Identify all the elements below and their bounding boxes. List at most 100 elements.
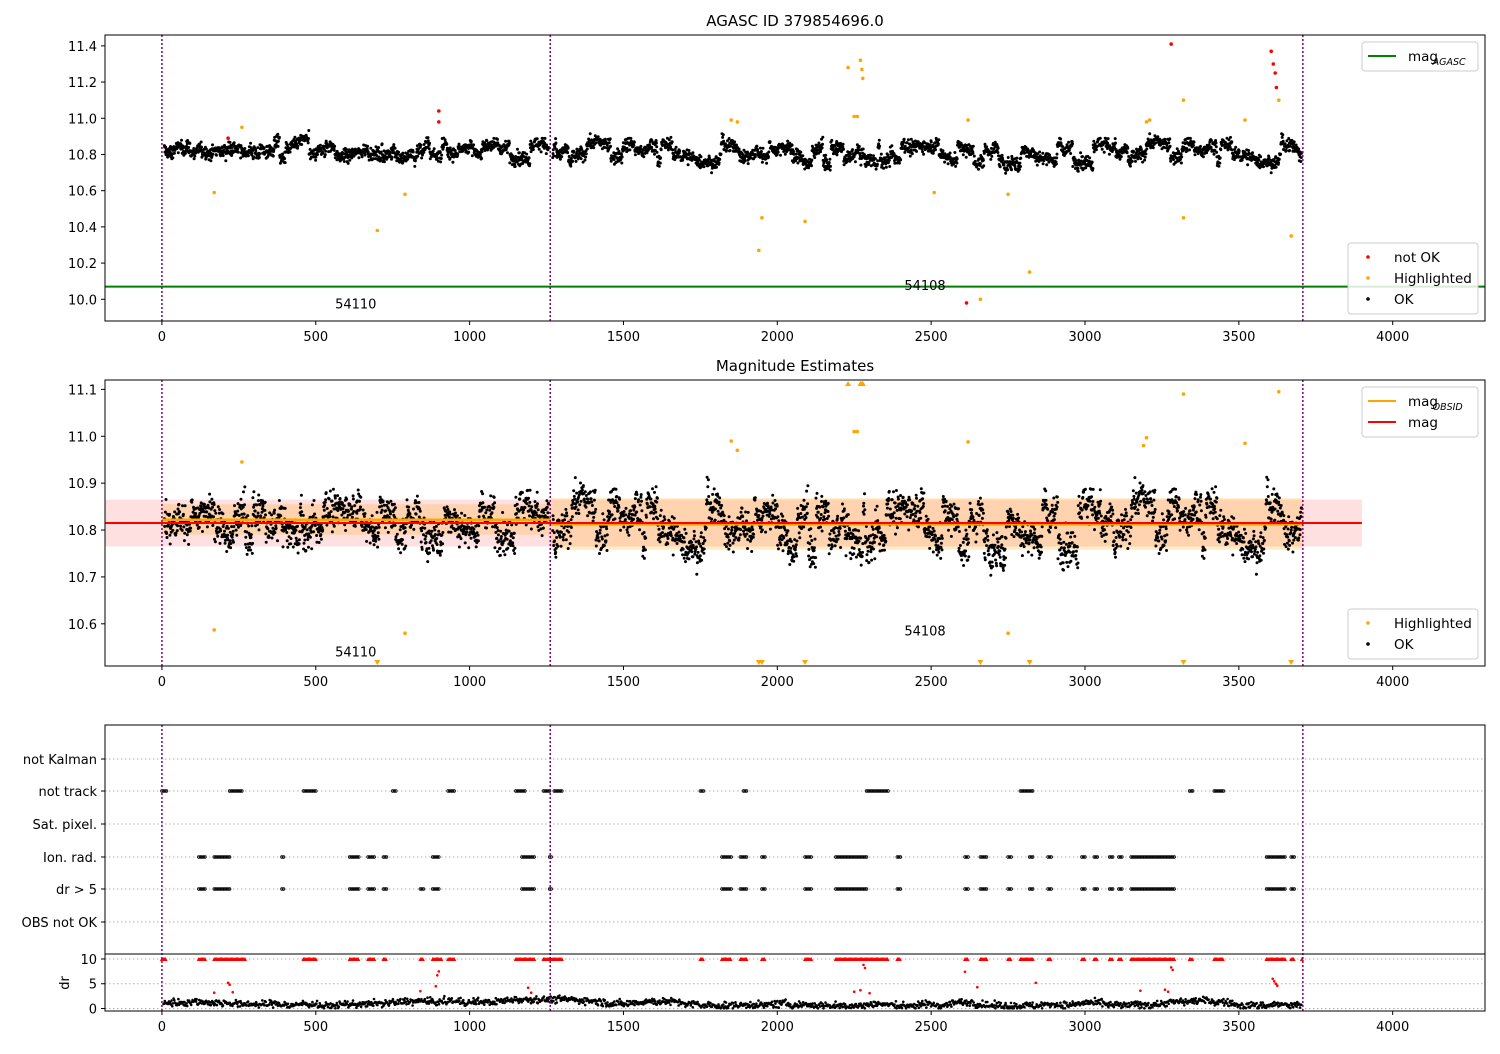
ok-point	[395, 535, 398, 538]
ok-point	[722, 133, 725, 136]
ok-point	[279, 514, 282, 517]
ok-point	[399, 528, 402, 531]
ok-point	[572, 489, 575, 492]
ok-point	[271, 527, 274, 530]
ok-point	[224, 159, 227, 162]
ok-point	[343, 160, 346, 163]
ok-point	[655, 142, 658, 145]
ok-point	[345, 498, 348, 501]
ok-point	[910, 138, 913, 141]
ok-point	[767, 151, 770, 154]
ok-point	[502, 550, 505, 553]
ok-point	[887, 161, 890, 164]
ok-point	[243, 147, 246, 150]
ok-point	[1129, 165, 1132, 168]
ok-point	[1038, 151, 1041, 154]
ok-point	[571, 160, 574, 163]
ok-point	[271, 537, 274, 540]
ok-point	[659, 156, 662, 159]
ok-point	[1214, 139, 1217, 142]
ok-point	[1079, 151, 1082, 154]
ok-point	[791, 144, 794, 147]
ok-point	[299, 506, 302, 509]
ok-point	[518, 151, 521, 154]
ok-point	[430, 539, 433, 542]
ok-point	[979, 162, 982, 165]
ok-point	[251, 552, 254, 555]
ok-point	[411, 536, 414, 539]
ok-point	[325, 524, 328, 527]
ok-point	[594, 508, 597, 511]
ok-point	[249, 549, 252, 552]
x-tick-label: 3500	[1222, 330, 1255, 345]
ok-point	[656, 151, 659, 154]
ok-point	[485, 139, 488, 142]
ok-point	[760, 150, 763, 153]
highlighted-point	[376, 229, 380, 233]
ok-point	[474, 535, 477, 538]
ok-point	[564, 508, 567, 511]
ok-point	[361, 155, 364, 158]
ok-point	[454, 512, 457, 515]
ok-point	[232, 541, 235, 544]
ok-point	[605, 539, 608, 542]
ok-point	[258, 152, 261, 155]
ok-point	[911, 152, 914, 155]
ok-point	[1172, 158, 1175, 161]
ok-point	[207, 504, 210, 507]
ok-point	[366, 145, 369, 148]
not-ok-point	[226, 136, 230, 140]
ok-point	[460, 512, 463, 515]
ok-point	[299, 503, 302, 506]
ok-point	[1056, 153, 1059, 156]
ok-point	[1120, 155, 1123, 158]
ok-point	[326, 507, 329, 510]
ok-point	[1114, 142, 1117, 145]
ok-point	[478, 515, 481, 518]
ok-point	[633, 141, 636, 144]
ok-point	[285, 531, 288, 534]
ok-point	[450, 531, 453, 534]
ok-point	[180, 139, 183, 142]
ok-point	[287, 527, 290, 530]
ok-point	[1016, 157, 1019, 160]
ok-point	[538, 148, 541, 151]
ok-point	[821, 146, 824, 149]
y-tick-label: 10.8	[68, 148, 97, 163]
ok-point	[530, 528, 533, 531]
ok-point	[350, 505, 353, 508]
ok-point	[182, 513, 185, 516]
ok-point	[222, 154, 225, 157]
ok-point	[1275, 166, 1278, 169]
highlighted-point	[846, 66, 850, 70]
ok-point	[374, 540, 377, 543]
ok-point	[578, 503, 581, 506]
ok-point	[857, 148, 860, 151]
ok-point	[381, 509, 384, 512]
ok-point	[898, 162, 901, 165]
ok-point	[1297, 148, 1300, 151]
ok-point	[512, 536, 515, 539]
ok-point	[552, 544, 555, 547]
ok-point	[576, 501, 579, 504]
ok-point	[377, 146, 380, 149]
ok-point	[177, 503, 180, 506]
ok-point	[1193, 141, 1196, 144]
ok-point	[634, 153, 637, 156]
ok-point	[382, 500, 385, 503]
ok-point	[603, 544, 606, 547]
ok-point	[401, 543, 404, 546]
ok-point	[485, 527, 488, 530]
ok-point	[598, 552, 601, 555]
ok-point	[561, 513, 564, 516]
ok-point	[544, 137, 547, 140]
not-ok-point	[965, 301, 969, 305]
ok-point	[589, 490, 592, 493]
highlighted-point	[1028, 270, 1032, 274]
ok-point	[229, 539, 232, 542]
ok-point	[258, 528, 261, 531]
ok-point	[286, 546, 289, 549]
ok-point	[965, 156, 968, 159]
ok-point	[475, 545, 478, 548]
ok-point	[603, 518, 606, 521]
